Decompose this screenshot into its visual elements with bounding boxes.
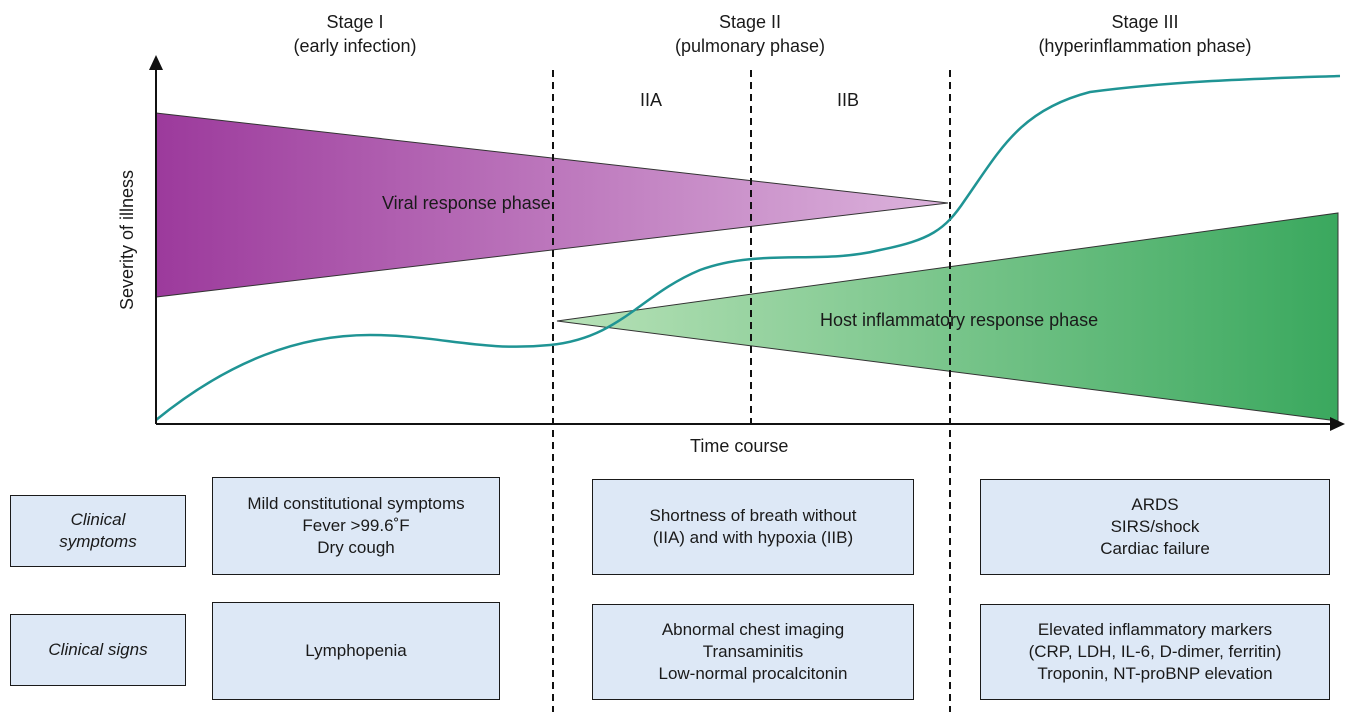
stage-1-signs-box: Lymphopenia xyxy=(212,602,500,700)
stage-2-symptoms-box: Shortness of breath without (IIA) and wi… xyxy=(592,479,914,575)
stage-3-title: Stage III (hyperinflammation phase) xyxy=(1000,10,1290,58)
host-phase-label: Host inflammatory response phase xyxy=(820,310,1099,330)
y-axis-arrow xyxy=(149,55,163,70)
stage-1-name: Stage I xyxy=(326,12,384,32)
substage-iia-label: IIA xyxy=(640,90,663,110)
severity-curve xyxy=(155,74,1341,421)
stage-2-name: Stage II xyxy=(718,12,782,32)
y-axis-label: Severity of illness xyxy=(117,169,137,311)
clinical-symptoms-label: Clinical symptoms xyxy=(10,495,186,567)
stage-2-title: Stage II (pulmonary phase) xyxy=(640,10,860,58)
viral-phase-label: Viral response phase xyxy=(382,193,551,213)
x-axis-arrow xyxy=(1330,417,1345,431)
stage-2-signs-box: Abnormal chest imaging Transaminitis Low… xyxy=(592,604,914,700)
stage-1-subtitle: (early infection) xyxy=(293,36,417,56)
stage-1-title: Stage I (early infection) xyxy=(255,10,455,58)
stage-3-signs-box: Elevated inflammatory markers (CRP, LDH,… xyxy=(980,604,1330,700)
stage-3-subtitle: (hyperinflammation phase) xyxy=(1038,36,1252,56)
stage-3-name: Stage III xyxy=(1111,12,1179,32)
substage-iib-label: IIB xyxy=(837,90,860,110)
host-response-wedge xyxy=(556,212,1339,422)
x-axis-label: Time course xyxy=(690,436,789,456)
clinical-signs-label: Clinical signs xyxy=(10,614,186,686)
stage-3-symptoms-box: ARDS SIRS/shock Cardiac failure xyxy=(980,479,1330,575)
stage-1-symptoms-box: Mild constitutional symptoms Fever >99.6… xyxy=(212,477,500,575)
stage-2-subtitle: (pulmonary phase) xyxy=(674,36,826,56)
